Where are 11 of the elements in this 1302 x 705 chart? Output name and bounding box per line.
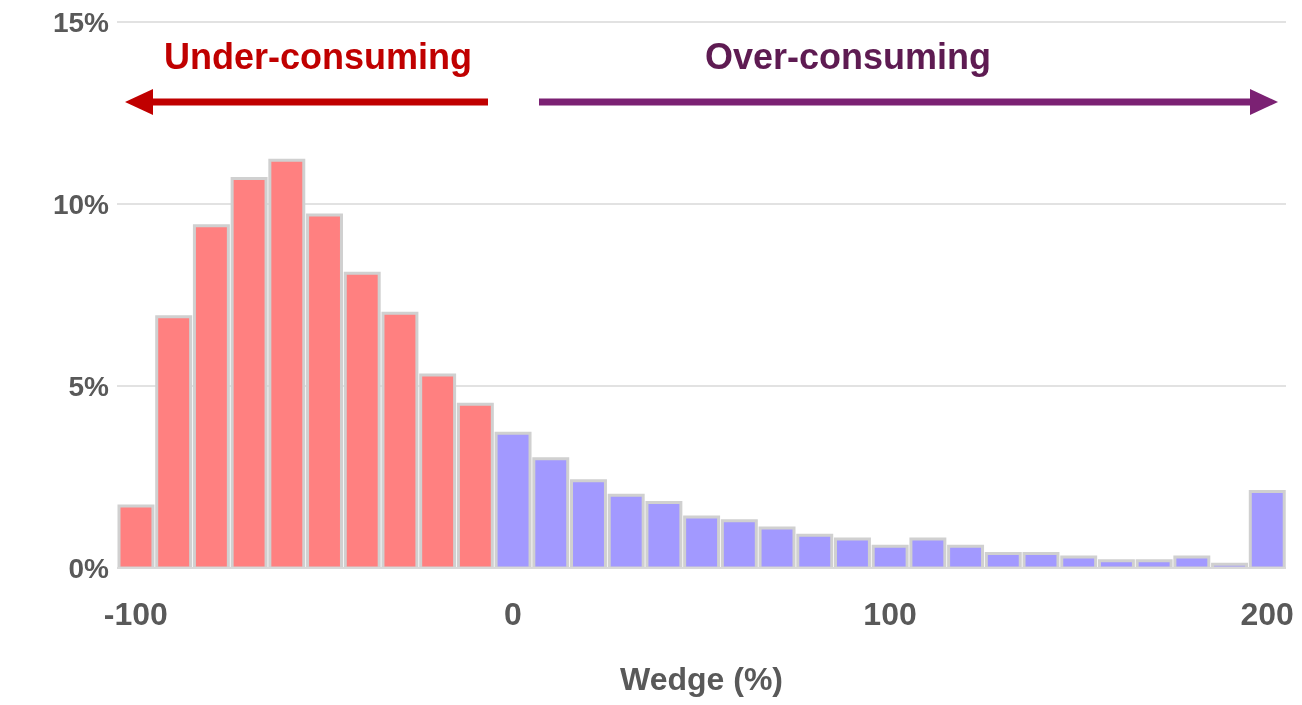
- annotation: Over-consuming: [703, 36, 993, 78]
- y-tick-label: 10%: [52, 188, 110, 220]
- x-tick-label: 200: [1240, 595, 1294, 632]
- y-tick-label: 0%: [68, 552, 110, 584]
- x-tick-label: -100: [103, 595, 168, 632]
- y-tick-label: 15%: [52, 6, 110, 38]
- x-tick-label: 100: [863, 595, 917, 632]
- annotation: Under-consuming: [163, 36, 473, 78]
- y-tick-label: 5%: [68, 370, 110, 402]
- x-axis-title: Wedge (%): [620, 661, 783, 697]
- x-tick-label: 0: [504, 595, 522, 632]
